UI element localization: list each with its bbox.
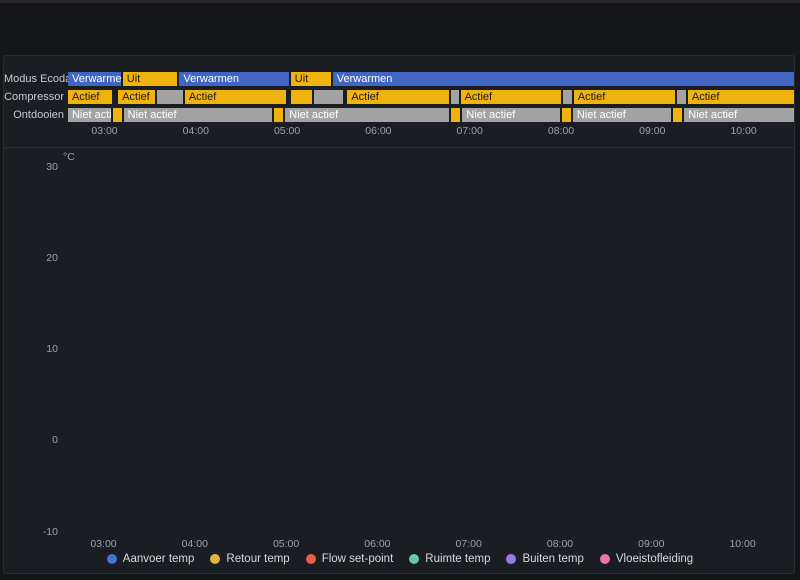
state-segment[interactable]: Actief (184, 90, 286, 104)
state-segment[interactable] (451, 108, 461, 122)
state-segment[interactable] (156, 90, 183, 104)
y-axis-unit-label: °C (63, 151, 75, 163)
x-tick-label: 03:00 (90, 538, 117, 550)
panel-divider (4, 147, 794, 148)
x-tick-label: 10:00 (729, 538, 756, 550)
legend-item-buiten-temp[interactable]: Buiten temp (506, 553, 584, 565)
dashboard-panel: Modus Ecodan VerwarmenUitVerwarmenUitVer… (3, 55, 795, 574)
x-tick-label: 09:00 (638, 538, 665, 550)
timeline-row-modus-ecodan: Modus Ecodan VerwarmenUitVerwarmenUitVer… (4, 72, 794, 86)
timeline-time-tick: 09:00 (639, 125, 666, 137)
state-segment[interactable] (314, 90, 343, 104)
legend-item-aanvoer-temp[interactable]: Aanvoer temp (106, 553, 195, 565)
state-segment[interactable]: Niet actief (123, 108, 273, 122)
state-segment[interactable]: Actief (67, 90, 112, 104)
legend-label: Flow set-point (321, 553, 394, 565)
state-segment[interactable]: Verwarmen (332, 72, 794, 86)
timeline-bars-compressor: Actief Actief Actief Actief Actief Actief Acti… (4, 90, 794, 104)
x-tick-label: 08:00 (546, 538, 574, 550)
legend-label: Retour temp (226, 553, 290, 565)
legend-item-vloeistofleiding[interactable]: Vloeistofleiding (599, 553, 694, 565)
window-top-edge (0, 0, 800, 3)
y-tick-label: -10 (42, 525, 58, 538)
state-segment[interactable] (112, 108, 122, 122)
y-tick-label: 30 (46, 161, 58, 173)
legend-color-dot (106, 554, 117, 564)
state-segment[interactable]: Niet actief (572, 108, 672, 122)
y-tick-label: 0 (52, 434, 58, 447)
timeline-time-tick: 10:00 (730, 125, 757, 137)
x-tick-label: 07:00 (455, 538, 482, 550)
y-tick-label: 20 (46, 252, 58, 265)
timeline-bars-ontdooien: Niet actief Niet actief Niet actief Niet ac… (4, 108, 794, 122)
state-segment[interactable]: Uit (122, 72, 178, 86)
state-segment[interactable]: Uit (290, 72, 331, 86)
state-segment[interactable]: Niet actief (285, 108, 450, 122)
timeline-time-tick: 05:00 (273, 125, 301, 137)
legend-item-retour-temp[interactable]: Retour temp (210, 553, 290, 565)
timeline-row-label: Compressor (4, 91, 64, 103)
timeline-time-tick: 08:00 (547, 125, 575, 137)
state-segment[interactable]: Verwarmen (179, 72, 289, 86)
timeline-row-label: Ontdooien (13, 109, 64, 121)
state-segment[interactable]: Actief (573, 90, 675, 104)
legend-item-flow-set-point[interactable]: Flow set-point (305, 553, 394, 565)
x-tick-label: 04:00 (181, 538, 208, 550)
timeline-time-tick: 07:00 (456, 125, 483, 137)
legend-label: Ruimte temp (425, 553, 491, 565)
state-segment[interactable] (561, 108, 571, 122)
state-segment[interactable]: Actief (460, 90, 561, 104)
state-segment[interactable]: Actief (687, 90, 794, 104)
state-segment[interactable]: Niet actief (462, 108, 560, 122)
y-tick-label: 10 (46, 343, 58, 356)
state-segment[interactable]: Actief (118, 90, 155, 104)
state-segment[interactable] (451, 90, 459, 104)
state-segment[interactable] (274, 108, 284, 122)
state-segment[interactable]: Niet actief (684, 108, 794, 122)
x-tick-label: 06:00 (364, 538, 391, 550)
legend-label: Aanvoer temp (122, 553, 195, 565)
timeline-time-tick: 04:00 (182, 125, 209, 137)
legend-color-dot (305, 554, 316, 564)
timeline-row-compressor: Compressor Actief Actief Actief Actief Actie… (4, 90, 794, 104)
timeline-time-tick: 06:00 (365, 125, 392, 137)
state-segment[interactable]: Verwarmen (67, 72, 121, 86)
chart-legend: Aanvoer temp Retour temp Flow set-point Rui… (0, 553, 800, 565)
legend-item-ruimte-temp[interactable]: Ruimte temp (409, 553, 490, 565)
legend-label: Vloeistofleiding (615, 553, 694, 565)
legend-label: Buiten temp (522, 553, 584, 565)
legend-color-dot (409, 554, 420, 564)
state-segment[interactable]: Niet actief (67, 108, 111, 122)
legend-color-dot (210, 554, 221, 564)
legend-color-dot (506, 554, 517, 564)
timeline-bars-modus-ecodan: VerwarmenUitVerwarmenUitVerwarmen (4, 72, 794, 86)
state-segment[interactable] (562, 90, 572, 104)
state-segment[interactable] (676, 90, 686, 104)
state-segment[interactable] (290, 90, 313, 104)
x-tick-label: 05:00 (272, 538, 300, 550)
legend-color-dot (599, 554, 610, 564)
timeline-time-tick: 03:00 (91, 125, 118, 137)
timeline-row-label: Modus Ecodan (4, 73, 78, 85)
state-segment[interactable]: Actief (347, 90, 450, 104)
state-segment[interactable] (673, 108, 683, 122)
